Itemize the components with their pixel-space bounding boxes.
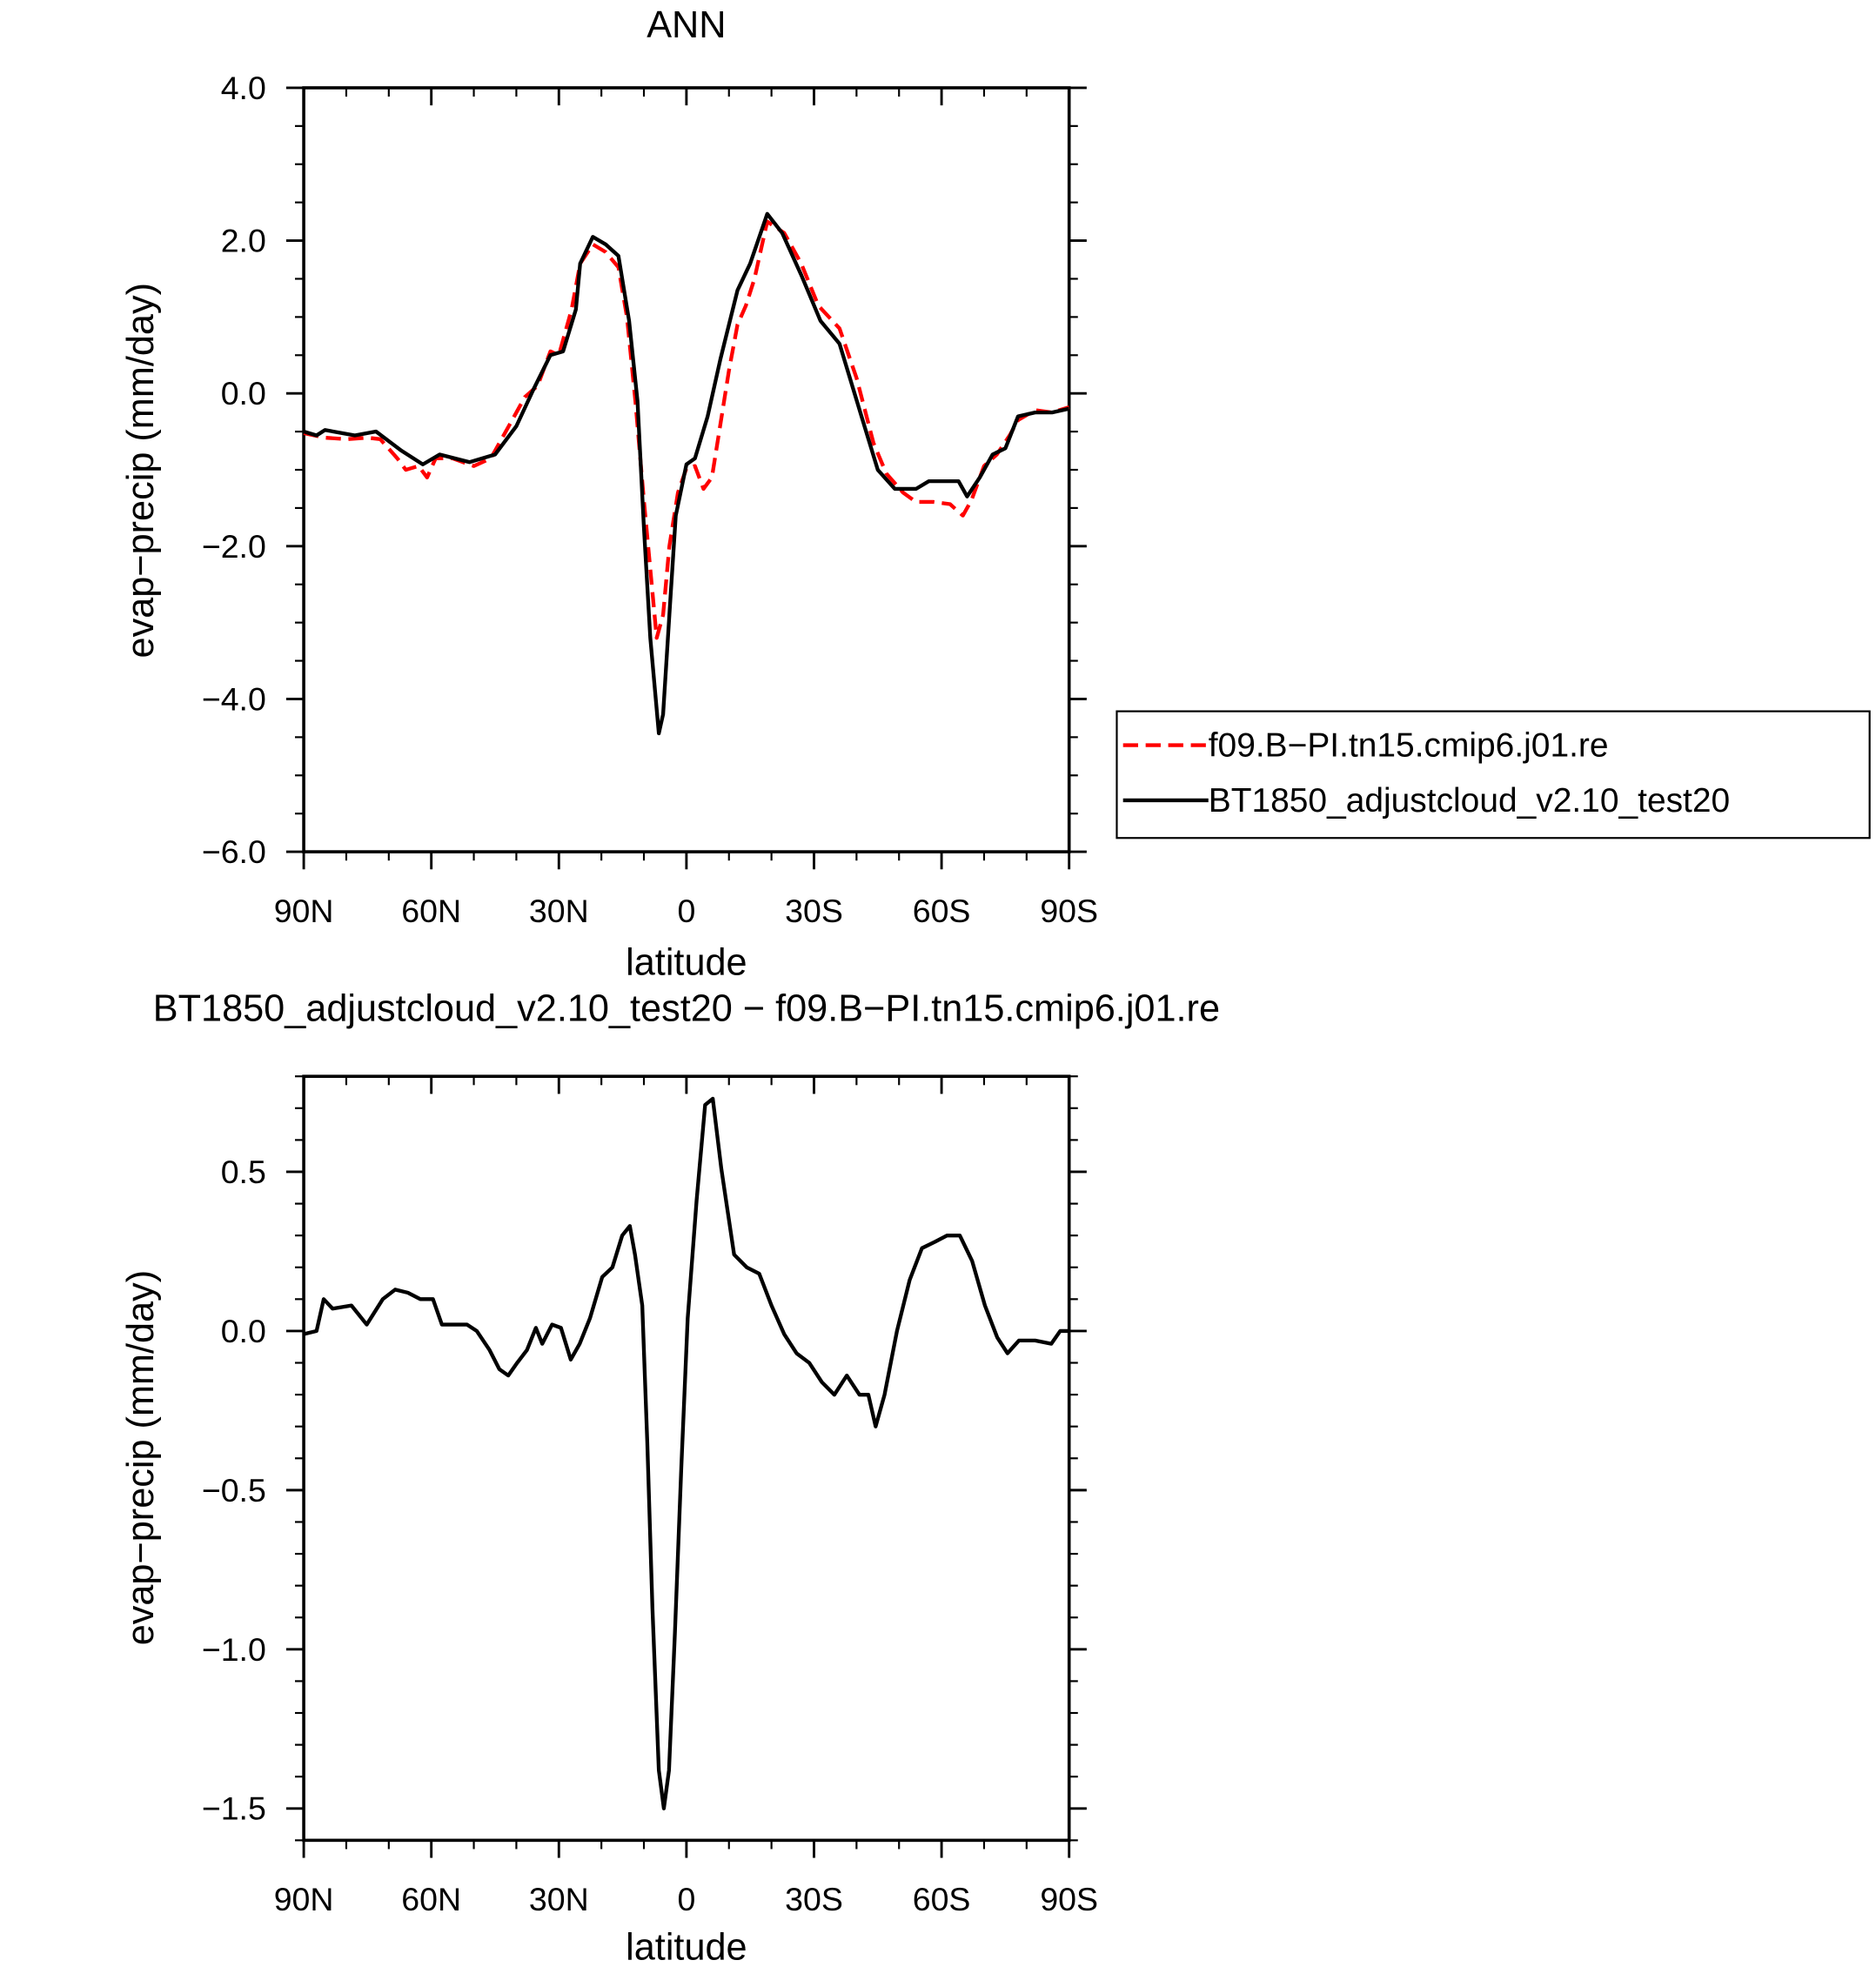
x-tick-label: 90S — [1040, 893, 1098, 929]
y-tick-label: 0.0 — [221, 1313, 266, 1349]
series-line-test — [303, 211, 1070, 736]
x-tick-label: 30N — [529, 1881, 589, 1917]
x-tick-label: 0 — [677, 893, 695, 929]
series-line-difference — [303, 1096, 1069, 1810]
y-tick-label: 0.0 — [221, 375, 266, 411]
x-tick-label: 30S — [785, 1881, 843, 1917]
bottom-panel-title: BT1850_adjustcloud_v2.10_test20 − f09.B−… — [153, 988, 1220, 1030]
x-tick-label: 60S — [913, 893, 971, 929]
y-tick-label: 0.5 — [221, 1154, 266, 1190]
plot-frame — [302, 1074, 1071, 1843]
legend: f09.B−PI.tn15.cmip6.j01.re BT1850_adjust… — [1116, 710, 1871, 840]
x-tick-label: 30N — [529, 893, 589, 929]
legend-label-test: BT1850_adjustcloud_v2.10_test20 — [1209, 782, 1730, 820]
x-tick-label: 90S — [1040, 1881, 1098, 1917]
series-line-control — [303, 219, 1070, 640]
top-panel: ANN latitude evap−precip (mm/day) 4.0 2.0… — [120, 4, 1098, 983]
x-tick-label: 0 — [677, 1881, 695, 1917]
x-tick-label: 60S — [913, 1881, 971, 1917]
legend-box — [1116, 710, 1871, 840]
y-tick-label: 4.0 — [221, 70, 266, 106]
y-tick-label: −1.5 — [202, 1790, 266, 1827]
bottom-panel: BT1850_adjustcloud_v2.10_test20 − f09.B−… — [120, 988, 1220, 1967]
x-tick-label: 60N — [401, 893, 461, 929]
top-panel-xlabel: latitude — [626, 941, 747, 983]
x-tick-label: 60N — [401, 1881, 461, 1917]
bottom-panel-xlabel: latitude — [626, 1926, 747, 1967]
y-tick-label: −6.0 — [202, 833, 266, 870]
bottom-panel-ylabel: evap−precip (mm/day) — [120, 1270, 162, 1645]
legend-label-control: f09.B−PI.tn15.cmip6.j01.re — [1209, 727, 1609, 765]
x-tick-label: 30S — [785, 893, 843, 929]
x-tick-label: 90N — [274, 893, 334, 929]
x-tick-label: 90N — [274, 1881, 334, 1917]
y-tick-label: −4.0 — [202, 680, 266, 717]
y-tick-label: −0.5 — [202, 1472, 266, 1509]
top-panel-title: ANN — [647, 4, 726, 46]
y-tick-label: 2.0 — [221, 223, 266, 259]
y-tick-label: −1.0 — [202, 1631, 266, 1668]
y-tick-label: −2.0 — [202, 528, 266, 565]
top-panel-ylabel: evap−precip (mm/day) — [120, 283, 162, 658]
